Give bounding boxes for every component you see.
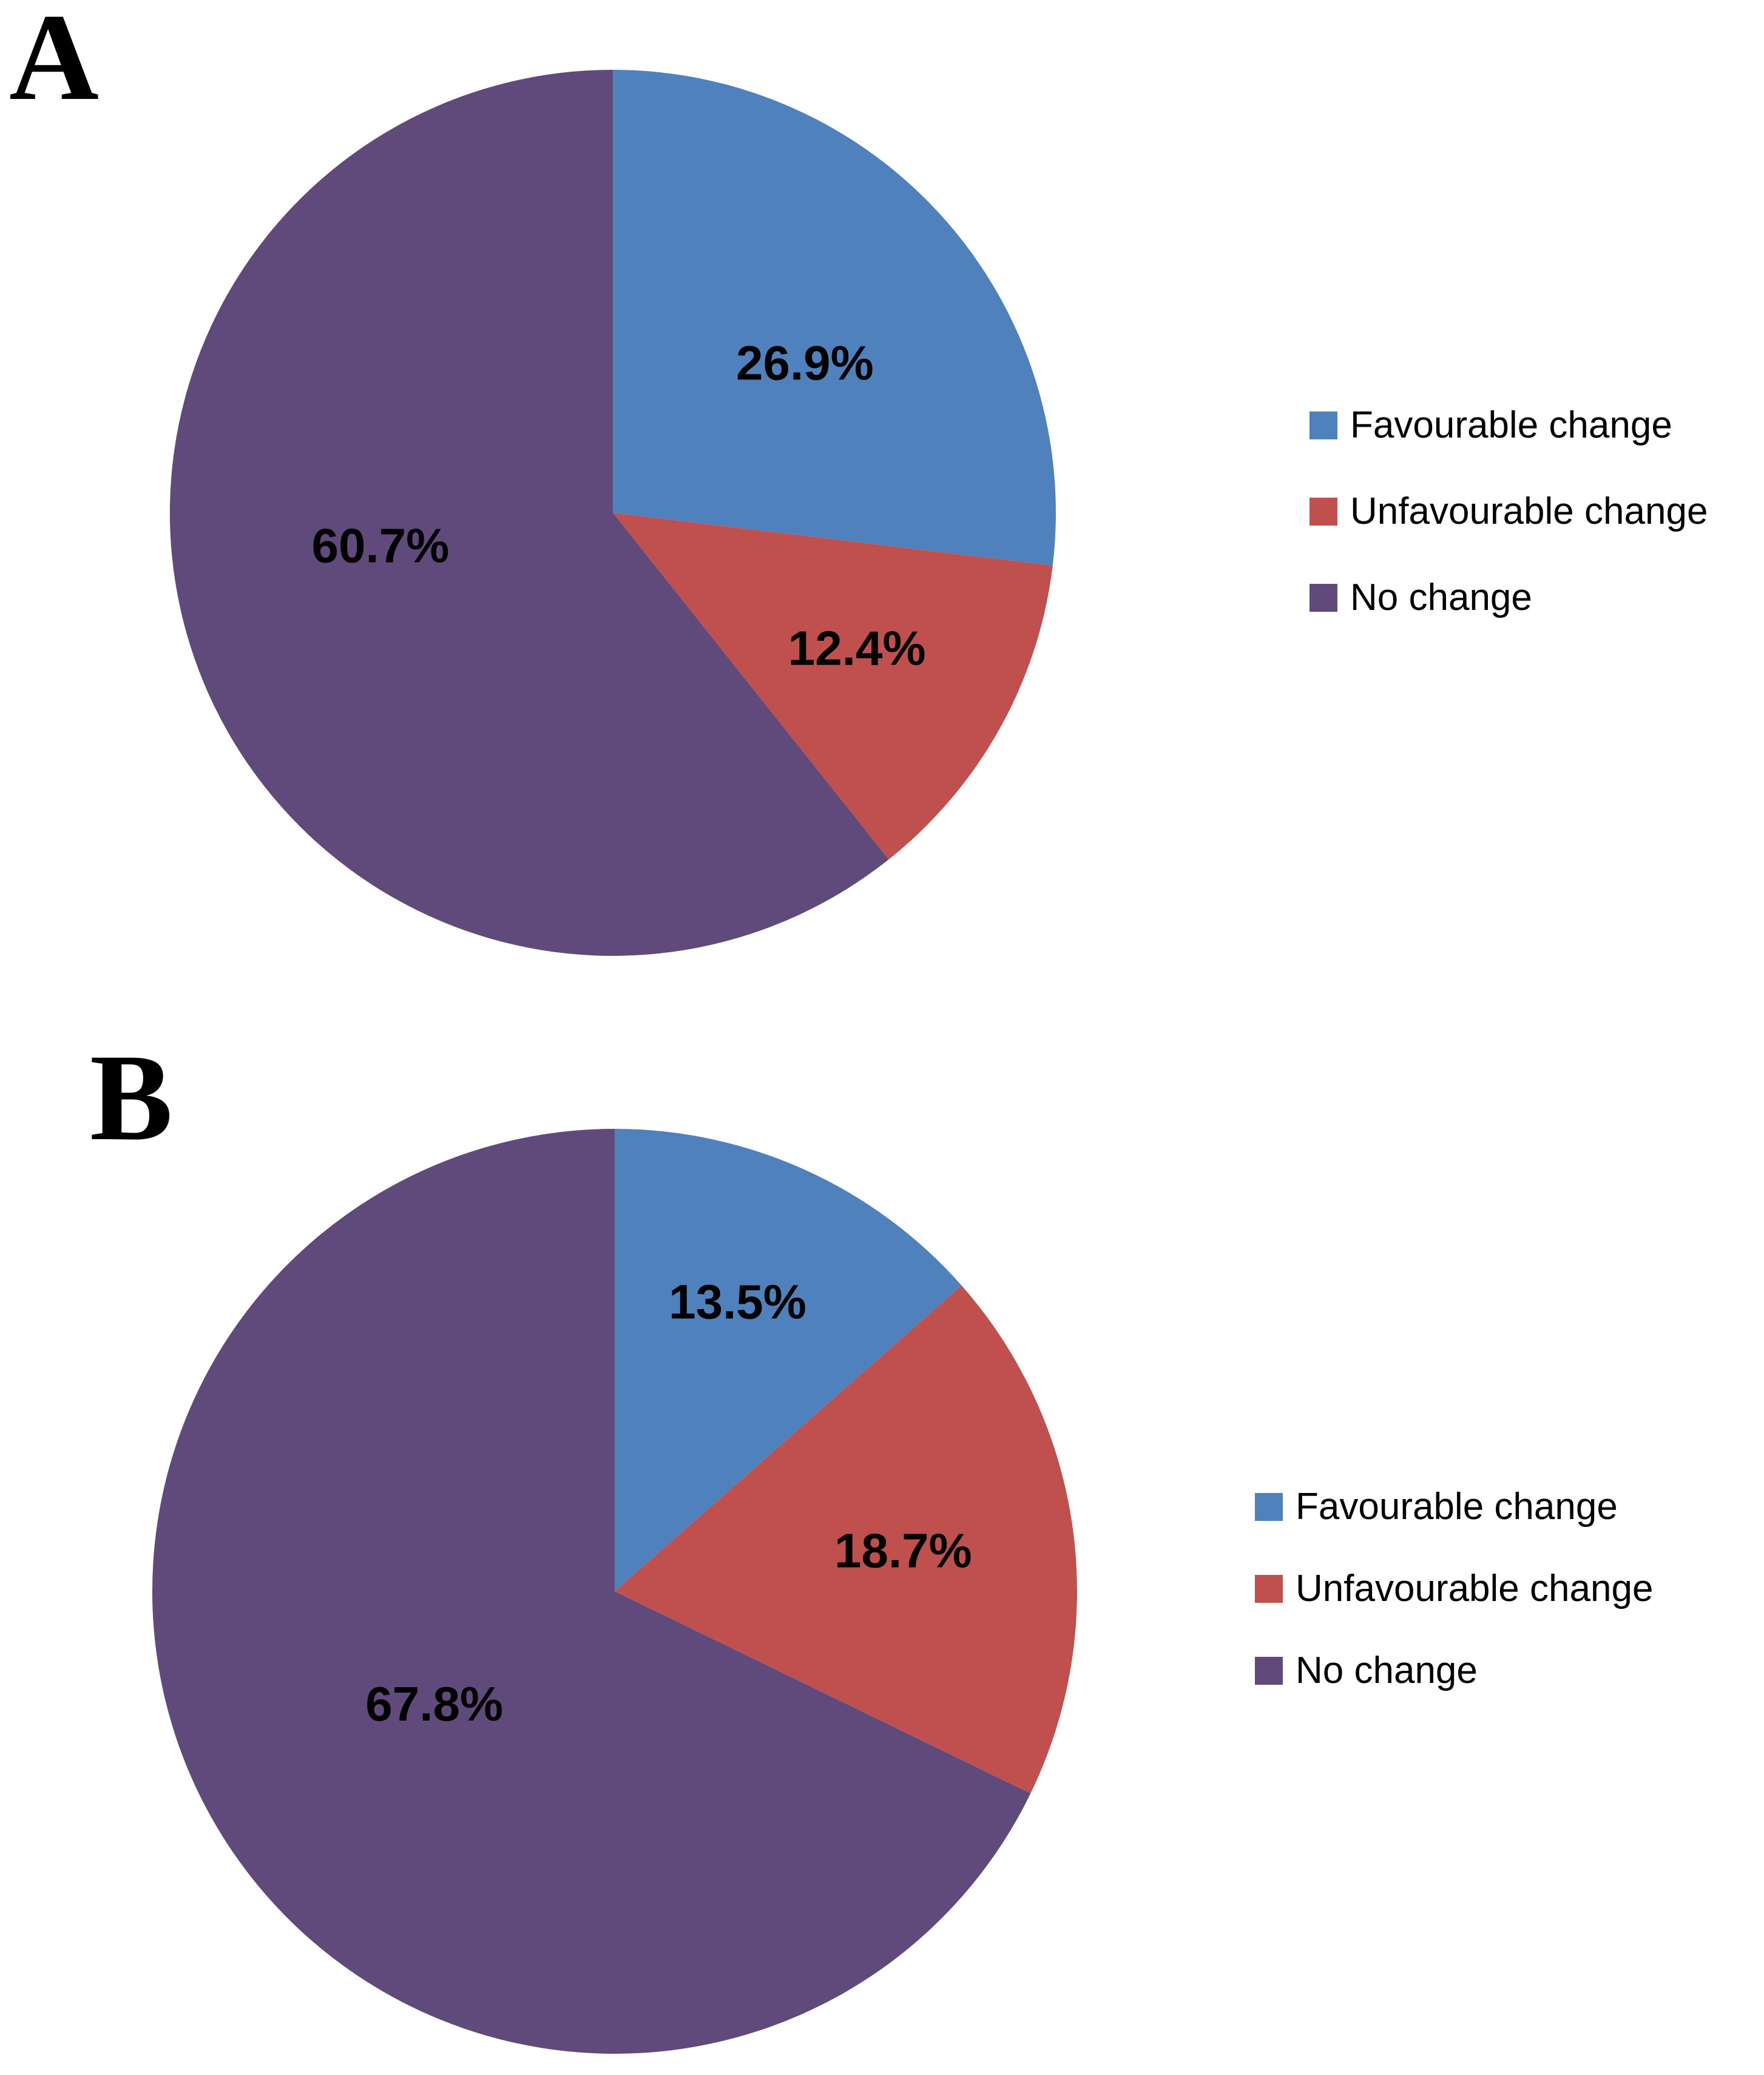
panel-label-b: B bbox=[90, 1029, 173, 1166]
legend-label: Unfavourable change bbox=[1296, 1568, 1654, 1610]
pie-slice-favourable-change bbox=[615, 1129, 962, 1591]
legend-label: Unfavourable change bbox=[1350, 490, 1708, 532]
legend-item-favourable-change: Favourable change bbox=[1255, 1488, 1653, 1526]
legend-item-no-change: No change bbox=[1255, 1652, 1653, 1690]
legend-swatch bbox=[1309, 498, 1337, 526]
pie-slice-unfavourable-change bbox=[615, 1285, 1077, 1794]
legend-item-no-change: No change bbox=[1309, 579, 1708, 617]
slice-value-label: 12.4% bbox=[788, 621, 926, 675]
legend-label: Favourable change bbox=[1296, 1486, 1618, 1528]
pie-slice-unfavourable-change bbox=[613, 513, 1053, 860]
legend-label: No change bbox=[1296, 1650, 1478, 1691]
legend-chart-a: Favourable change Unfavourable change No c… bbox=[1309, 407, 1708, 665]
pie-chart-b: 13.5% 18.7% 67.8% bbox=[152, 1129, 1077, 2054]
pie-slice-no-change bbox=[152, 1129, 1031, 2054]
legend-swatch bbox=[1255, 1575, 1283, 1603]
pie-slice-no-change bbox=[169, 70, 889, 956]
panel-label-a: A bbox=[9, 0, 100, 126]
pie-chart-a: 26.9% 12.4% 60.7% bbox=[169, 70, 1056, 956]
legend-label: No change bbox=[1350, 577, 1532, 618]
pie-slice-favourable-change bbox=[613, 70, 1056, 566]
legend-label: Favourable change bbox=[1350, 404, 1672, 446]
legend-item-favourable-change: Favourable change bbox=[1309, 407, 1708, 444]
legend-item-unfavourable-change: Unfavourable change bbox=[1309, 493, 1708, 530]
slice-value-label: 67.8% bbox=[365, 1677, 503, 1731]
slice-value-label: 26.9% bbox=[736, 336, 874, 390]
legend-swatch bbox=[1255, 1493, 1283, 1521]
slice-value-label: 13.5% bbox=[669, 1275, 806, 1329]
legend-chart-b: Favourable change Unfavourable change No c… bbox=[1255, 1488, 1653, 1734]
slice-value-label: 18.7% bbox=[834, 1524, 972, 1578]
legend-swatch bbox=[1255, 1657, 1283, 1685]
legend-item-unfavourable-change: Unfavourable change bbox=[1255, 1570, 1653, 1608]
slice-value-label: 60.7% bbox=[311, 518, 449, 572]
legend-swatch bbox=[1309, 411, 1337, 439]
legend-swatch bbox=[1309, 584, 1337, 612]
